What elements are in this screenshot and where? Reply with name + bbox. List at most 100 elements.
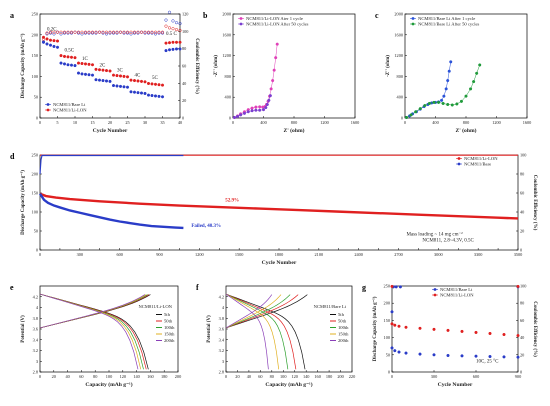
data-point xyxy=(125,75,130,79)
data-point xyxy=(132,90,137,94)
data-point xyxy=(101,31,105,35)
data-point xyxy=(174,28,179,32)
panel-label: b xyxy=(203,11,208,20)
legend-label: NCM811/Li-LON xyxy=(53,108,87,113)
data-point xyxy=(94,31,98,35)
data-point xyxy=(118,30,123,34)
data-point xyxy=(129,90,133,94)
data-point xyxy=(167,48,172,52)
x-tick-label: 900 xyxy=(156,252,162,257)
annotation: Mass loading ~ 14 mg cm⁻² xyxy=(406,232,463,238)
data-point xyxy=(83,31,88,35)
data-point xyxy=(502,332,506,337)
data-point xyxy=(132,30,137,34)
y-tick-label: 2000 xyxy=(222,12,231,17)
x-tick-label: 800 xyxy=(463,120,469,125)
data-point xyxy=(160,95,165,99)
y2-tick-label: 20 xyxy=(520,352,524,357)
series-line xyxy=(234,95,271,118)
plot-frame xyxy=(391,285,519,373)
y2-tick-label: 40 xyxy=(520,335,524,340)
series-1 xyxy=(390,322,520,338)
x-tick-label: 200 xyxy=(337,374,343,379)
y-tick-label: 50 xyxy=(34,95,38,100)
data-point xyxy=(150,30,154,34)
y2-tick-label: 120 xyxy=(182,12,188,17)
data-point xyxy=(157,31,161,35)
y-tick-label: 0 xyxy=(36,116,38,121)
x-tick-label: 160 xyxy=(147,374,153,379)
legend-label: 150th xyxy=(338,332,349,337)
data-point xyxy=(66,30,70,34)
legend-label: 50th xyxy=(338,319,347,324)
data-point xyxy=(139,30,144,34)
plot-inner-title: NCM811/Li-LON xyxy=(138,304,172,309)
data-point xyxy=(393,323,397,327)
series-1 xyxy=(404,63,482,120)
annotation: Failed, 40.3% xyxy=(191,224,221,229)
x-axis-label: Z' (ohm) xyxy=(284,127,305,134)
charge-curve xyxy=(225,294,273,329)
y-axis-label: Potential (V) xyxy=(207,315,212,343)
data-point xyxy=(62,54,67,58)
x-tick-label: 2700 xyxy=(394,252,403,257)
data-point xyxy=(80,61,84,66)
data-point xyxy=(87,73,91,77)
data-point xyxy=(90,31,95,35)
series-line-1 xyxy=(38,193,184,230)
legend-label: 50th xyxy=(164,319,173,324)
annotation: 52.9% xyxy=(225,198,239,203)
legend-label: NCM811/Li-LON Ater 1 cycle xyxy=(246,16,303,21)
x-tick-label: 140 xyxy=(303,374,309,379)
y2-tick-label: 100 xyxy=(520,284,526,289)
data-point xyxy=(129,30,133,34)
charge-curve xyxy=(225,294,282,329)
y2-tick-label: 60 xyxy=(520,191,524,196)
x-tick-label: 180 xyxy=(161,374,167,379)
x-tick-label: 30 xyxy=(143,120,147,125)
chart-panel-e: 0 20 40 60 80 100 120 140 160 180 200 2.8 3 3.2 3.4 3.6… xyxy=(10,283,181,388)
data-point xyxy=(393,349,397,353)
data-point xyxy=(390,346,394,350)
x-tick-label: 220 xyxy=(349,374,355,379)
series-1 xyxy=(41,35,182,87)
x-tick-label: 2400 xyxy=(354,252,363,257)
annotation: 3C xyxy=(117,68,124,73)
x-axis-label: Cycle Number xyxy=(438,382,473,388)
data-point xyxy=(418,352,422,356)
series-line-0 xyxy=(39,192,519,220)
y-tick-label: 4.2 xyxy=(219,294,224,299)
data-point xyxy=(76,31,81,35)
charge-curve xyxy=(225,294,299,329)
data-point xyxy=(432,353,436,357)
data-point xyxy=(150,93,154,98)
data-point xyxy=(69,30,74,34)
data-point xyxy=(111,73,116,77)
data-point xyxy=(146,30,151,34)
x-tick-label: 0 xyxy=(232,120,234,125)
charge-curve xyxy=(39,294,150,329)
data-point xyxy=(167,41,172,45)
data-point xyxy=(101,68,105,72)
x-axis-label: Cycle Number xyxy=(93,128,128,134)
x-tick-label: 800 xyxy=(291,120,297,125)
x-tick-label: 80 xyxy=(93,374,97,379)
charge-curve xyxy=(39,294,147,329)
data-point xyxy=(157,94,161,98)
annotation: 5C xyxy=(152,76,159,81)
x-tick-label: 1600 xyxy=(351,120,360,125)
data-point xyxy=(174,40,179,44)
data-point xyxy=(69,63,74,67)
y-tick-label: 2.8 xyxy=(219,370,224,375)
legend-label: 150th xyxy=(164,332,175,337)
legend-label: 5th xyxy=(338,312,345,317)
data-point xyxy=(45,31,49,35)
charge-curve xyxy=(39,294,151,329)
x-tick-label: 160 xyxy=(314,374,320,379)
y2-tick-label: 80 xyxy=(520,301,524,306)
data-point xyxy=(48,38,53,42)
data-point xyxy=(108,69,112,73)
data-point xyxy=(118,74,123,78)
data-point xyxy=(136,79,140,83)
data-point xyxy=(153,32,158,36)
